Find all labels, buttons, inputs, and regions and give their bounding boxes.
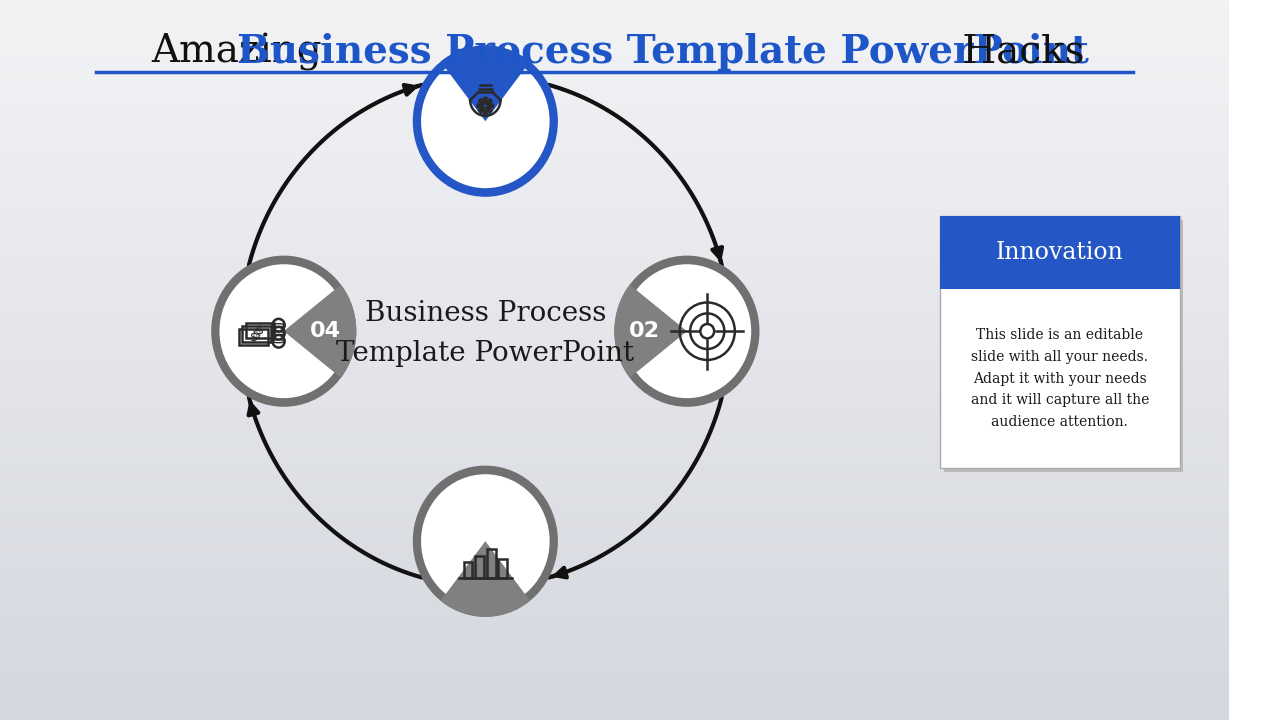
Text: Amazing: Amazing bbox=[151, 33, 335, 71]
Bar bbox=[943, 220, 1184, 472]
Bar bbox=[486, 549, 495, 578]
Text: $: $ bbox=[250, 331, 257, 344]
Circle shape bbox=[614, 256, 759, 407]
Circle shape bbox=[219, 264, 348, 398]
Bar bbox=[498, 559, 507, 578]
Text: Business Process: Business Process bbox=[365, 300, 605, 327]
Bar bbox=[475, 556, 484, 578]
Text: 03: 03 bbox=[470, 487, 500, 508]
Circle shape bbox=[622, 264, 751, 398]
Wedge shape bbox=[284, 284, 356, 378]
Circle shape bbox=[421, 54, 549, 188]
Text: This slide is an editable
slide with all your needs.
Adapt it with your needs
an: This slide is an editable slide with all… bbox=[970, 328, 1149, 429]
Wedge shape bbox=[440, 45, 530, 121]
Text: Hacks: Hacks bbox=[950, 34, 1085, 71]
Bar bbox=[940, 216, 1180, 289]
Circle shape bbox=[412, 45, 558, 197]
Text: Business Process Template PowerPoint: Business Process Template PowerPoint bbox=[237, 33, 1089, 71]
Text: 02: 02 bbox=[630, 321, 660, 341]
Text: Template PowerPoint: Template PowerPoint bbox=[337, 340, 635, 366]
Text: 04: 04 bbox=[310, 321, 342, 341]
Circle shape bbox=[412, 466, 558, 617]
Circle shape bbox=[211, 256, 356, 407]
Wedge shape bbox=[614, 284, 687, 378]
Circle shape bbox=[421, 474, 549, 608]
Bar bbox=[463, 562, 472, 578]
Bar bbox=[242, 326, 271, 342]
Text: 01: 01 bbox=[470, 155, 500, 175]
Bar bbox=[239, 330, 268, 346]
Bar bbox=[940, 216, 1180, 468]
Wedge shape bbox=[440, 541, 530, 617]
Text: Innovation: Innovation bbox=[996, 241, 1124, 264]
Text: $: $ bbox=[253, 328, 261, 341]
Text: $: $ bbox=[256, 324, 264, 337]
Bar bbox=[246, 323, 274, 338]
